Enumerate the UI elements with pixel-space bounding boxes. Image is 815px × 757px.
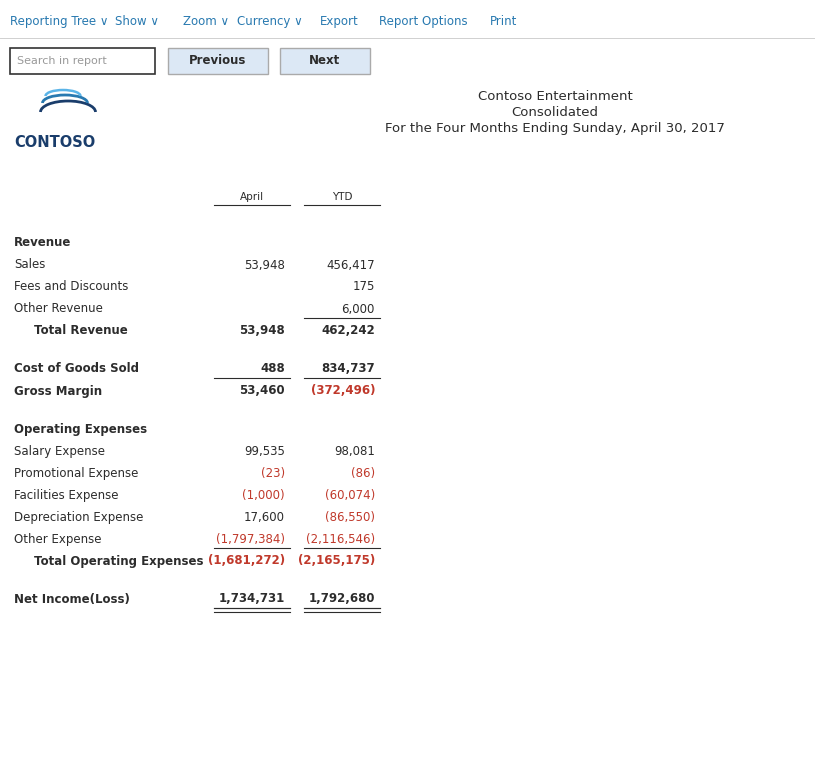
Text: 834,737: 834,737 <box>321 363 375 375</box>
Text: Print: Print <box>490 15 518 28</box>
Text: Sales: Sales <box>14 258 46 272</box>
Text: YTD: YTD <box>332 192 352 202</box>
FancyBboxPatch shape <box>10 48 155 74</box>
Text: Export: Export <box>320 15 359 28</box>
Text: Currency ∨: Currency ∨ <box>237 15 302 28</box>
Text: 99,535: 99,535 <box>244 444 285 457</box>
Text: 488: 488 <box>260 363 285 375</box>
Text: Depreciation Expense: Depreciation Expense <box>14 510 143 524</box>
Text: Fees and Discounts: Fees and Discounts <box>14 281 129 294</box>
Text: Salary Expense: Salary Expense <box>14 444 105 457</box>
Text: April: April <box>240 192 264 202</box>
Text: 53,948: 53,948 <box>240 325 285 338</box>
Text: (23): (23) <box>261 466 285 479</box>
Text: (86): (86) <box>351 466 375 479</box>
Text: 17,600: 17,600 <box>244 510 285 524</box>
Text: For the Four Months Ending Sunday, April 30, 2017: For the Four Months Ending Sunday, April… <box>385 122 725 135</box>
Text: Zoom ∨: Zoom ∨ <box>183 15 229 28</box>
Text: (2,116,546): (2,116,546) <box>306 532 375 546</box>
Text: 462,242: 462,242 <box>321 325 375 338</box>
FancyBboxPatch shape <box>280 48 370 74</box>
Text: Contoso Entertainment: Contoso Entertainment <box>478 90 632 103</box>
Text: (1,797,384): (1,797,384) <box>216 532 285 546</box>
Text: Facilities Expense: Facilities Expense <box>14 488 118 501</box>
Text: Promotional Expense: Promotional Expense <box>14 466 139 479</box>
FancyBboxPatch shape <box>168 48 268 74</box>
Text: Total Operating Expenses: Total Operating Expenses <box>34 554 204 568</box>
Text: Other Revenue: Other Revenue <box>14 303 103 316</box>
Text: Net Income(Loss): Net Income(Loss) <box>14 593 130 606</box>
Text: Gross Margin: Gross Margin <box>14 385 102 397</box>
Text: CONTOSO: CONTOSO <box>14 135 95 150</box>
Text: (1,681,272): (1,681,272) <box>208 554 285 568</box>
Text: Previous: Previous <box>189 55 247 67</box>
Text: Next: Next <box>310 55 341 67</box>
Text: (1,000): (1,000) <box>242 488 285 501</box>
Text: Search in report: Search in report <box>17 56 107 66</box>
Text: 1,734,731: 1,734,731 <box>218 593 285 606</box>
Text: Consolidated: Consolidated <box>512 106 598 119</box>
Text: 1,792,680: 1,792,680 <box>309 593 375 606</box>
Text: 6,000: 6,000 <box>341 303 375 316</box>
Text: Cost of Goods Sold: Cost of Goods Sold <box>14 363 139 375</box>
Text: 53,948: 53,948 <box>244 258 285 272</box>
Text: (86,550): (86,550) <box>325 510 375 524</box>
Text: (372,496): (372,496) <box>311 385 375 397</box>
Text: Total Revenue: Total Revenue <box>34 325 128 338</box>
Text: Revenue: Revenue <box>14 236 72 250</box>
Text: Reporting Tree ∨: Reporting Tree ∨ <box>10 15 108 28</box>
Text: Show ∨: Show ∨ <box>115 15 159 28</box>
Text: (60,074): (60,074) <box>324 488 375 501</box>
Text: 456,417: 456,417 <box>326 258 375 272</box>
Text: 53,460: 53,460 <box>240 385 285 397</box>
Text: Other Expense: Other Expense <box>14 532 102 546</box>
Text: Report Options: Report Options <box>379 15 468 28</box>
Text: Operating Expenses: Operating Expenses <box>14 422 148 435</box>
Text: 98,081: 98,081 <box>334 444 375 457</box>
Text: (2,165,175): (2,165,175) <box>297 554 375 568</box>
Text: 175: 175 <box>353 281 375 294</box>
